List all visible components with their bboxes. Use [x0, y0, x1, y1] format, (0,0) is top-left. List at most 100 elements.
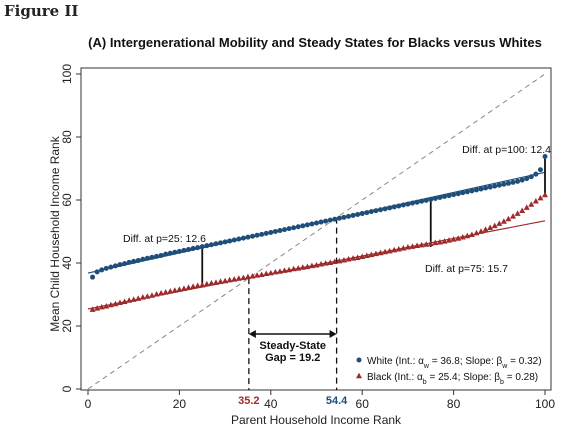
black-data-point [199, 281, 206, 288]
white-data-point [295, 224, 301, 230]
x-tick-label: 0 [85, 397, 92, 411]
white-data-point [428, 196, 434, 202]
x-tick-label: 80 [447, 397, 461, 411]
white-data-point [533, 171, 539, 177]
black-data-point [308, 262, 315, 269]
difference-label: Diff. at p=25: 12.6 [123, 233, 206, 245]
black-data-point [103, 302, 110, 309]
black-data-point [185, 284, 192, 290]
white-data-point [236, 236, 242, 242]
x-tick-label: 60 [356, 397, 370, 411]
white-data-point [510, 179, 516, 185]
black-data-point [254, 272, 261, 278]
white-data-point [277, 228, 283, 234]
black-data-point [528, 201, 535, 207]
white-data-point [204, 243, 210, 249]
black-data-point [130, 296, 137, 302]
white-data-point [195, 245, 201, 251]
white-data-point [332, 216, 338, 222]
black-data-point [272, 268, 279, 275]
data-points [89, 154, 548, 312]
black-data-point [304, 263, 311, 270]
gap-arrow-head-right [329, 330, 337, 338]
white-data-point [227, 238, 233, 244]
white-data-point [396, 203, 402, 209]
black-data-point [537, 194, 544, 201]
white-data-point [199, 244, 205, 250]
black-data-point [203, 280, 210, 287]
figure-label: Figure II [4, 2, 79, 20]
black-data-point [313, 262, 320, 268]
black-data-point [404, 244, 411, 250]
white-data-point [158, 252, 164, 258]
black-data-point [276, 268, 283, 274]
difference-label: Diff. at p=100: 12.4 [462, 144, 551, 156]
white-data-point [140, 256, 146, 262]
white-data-point [286, 226, 292, 232]
black-data-point [194, 282, 201, 288]
white-data-point [327, 217, 333, 223]
black-data-point [510, 213, 517, 219]
black-data-point [354, 254, 361, 260]
x-tick-label: 20 [173, 397, 187, 411]
black-data-point [116, 299, 123, 305]
y-axis-label: Mean Child Household Income Rank [48, 135, 62, 331]
white-data-point [515, 178, 521, 184]
white-data-point [282, 227, 288, 233]
white-data-point [496, 182, 502, 188]
black-data-point [295, 265, 302, 271]
white-data-point [377, 207, 383, 213]
white-data-point [304, 222, 310, 228]
white-data-point [218, 240, 224, 246]
black-data-point [519, 207, 526, 214]
black-data-point [135, 295, 142, 301]
white-data-point [112, 263, 118, 269]
black-data-point [409, 243, 416, 249]
legend-black-label: Black (Int.: αb = 25.4; Slope: βb = 0.28… [367, 372, 538, 386]
white-data-point [90, 274, 96, 280]
white-data-point [99, 267, 105, 273]
white-data-point [231, 237, 237, 243]
black-data-point [423, 241, 430, 247]
black-data-point [226, 276, 233, 283]
white-data-point [126, 259, 132, 265]
black-data-point [418, 241, 425, 248]
white-data-point [181, 247, 187, 253]
black-data-point [244, 273, 251, 280]
white-data-point [240, 235, 246, 241]
white-data-point [387, 205, 393, 211]
black-data-point [98, 303, 105, 310]
white-data-point [186, 246, 192, 252]
white-data-point [505, 180, 511, 186]
white-data-point [455, 191, 461, 197]
black-data-point [400, 244, 407, 251]
white-data-point [473, 187, 479, 193]
white-data-point [172, 249, 178, 255]
white-data-point [94, 269, 100, 275]
black-data-point [327, 259, 334, 265]
white-data-point [355, 211, 361, 217]
white-data-point [405, 201, 411, 207]
black-data-point [322, 260, 329, 266]
white-data-point [483, 185, 489, 191]
white-data-point [336, 215, 342, 221]
white-data-point [441, 194, 447, 200]
white-data-point [250, 233, 256, 239]
black-data-point [523, 204, 530, 210]
legend-white-label: White (Int.: αw = 36.8; Slope: βw = 0.32… [367, 356, 542, 370]
white-data-point [542, 154, 548, 160]
black-data-point [386, 247, 393, 254]
black-data-point [450, 236, 457, 242]
x-tick-label: 100 [535, 397, 555, 411]
white-data-point [519, 177, 525, 183]
gap-arrow-head-left [248, 330, 256, 338]
white-data-point [464, 189, 470, 195]
white-data-point [469, 188, 475, 194]
white-data-point [314, 220, 319, 226]
black-data-point [395, 245, 402, 252]
black-data-point [286, 266, 293, 273]
white-data-point [213, 241, 219, 247]
white-data-point [419, 198, 425, 204]
